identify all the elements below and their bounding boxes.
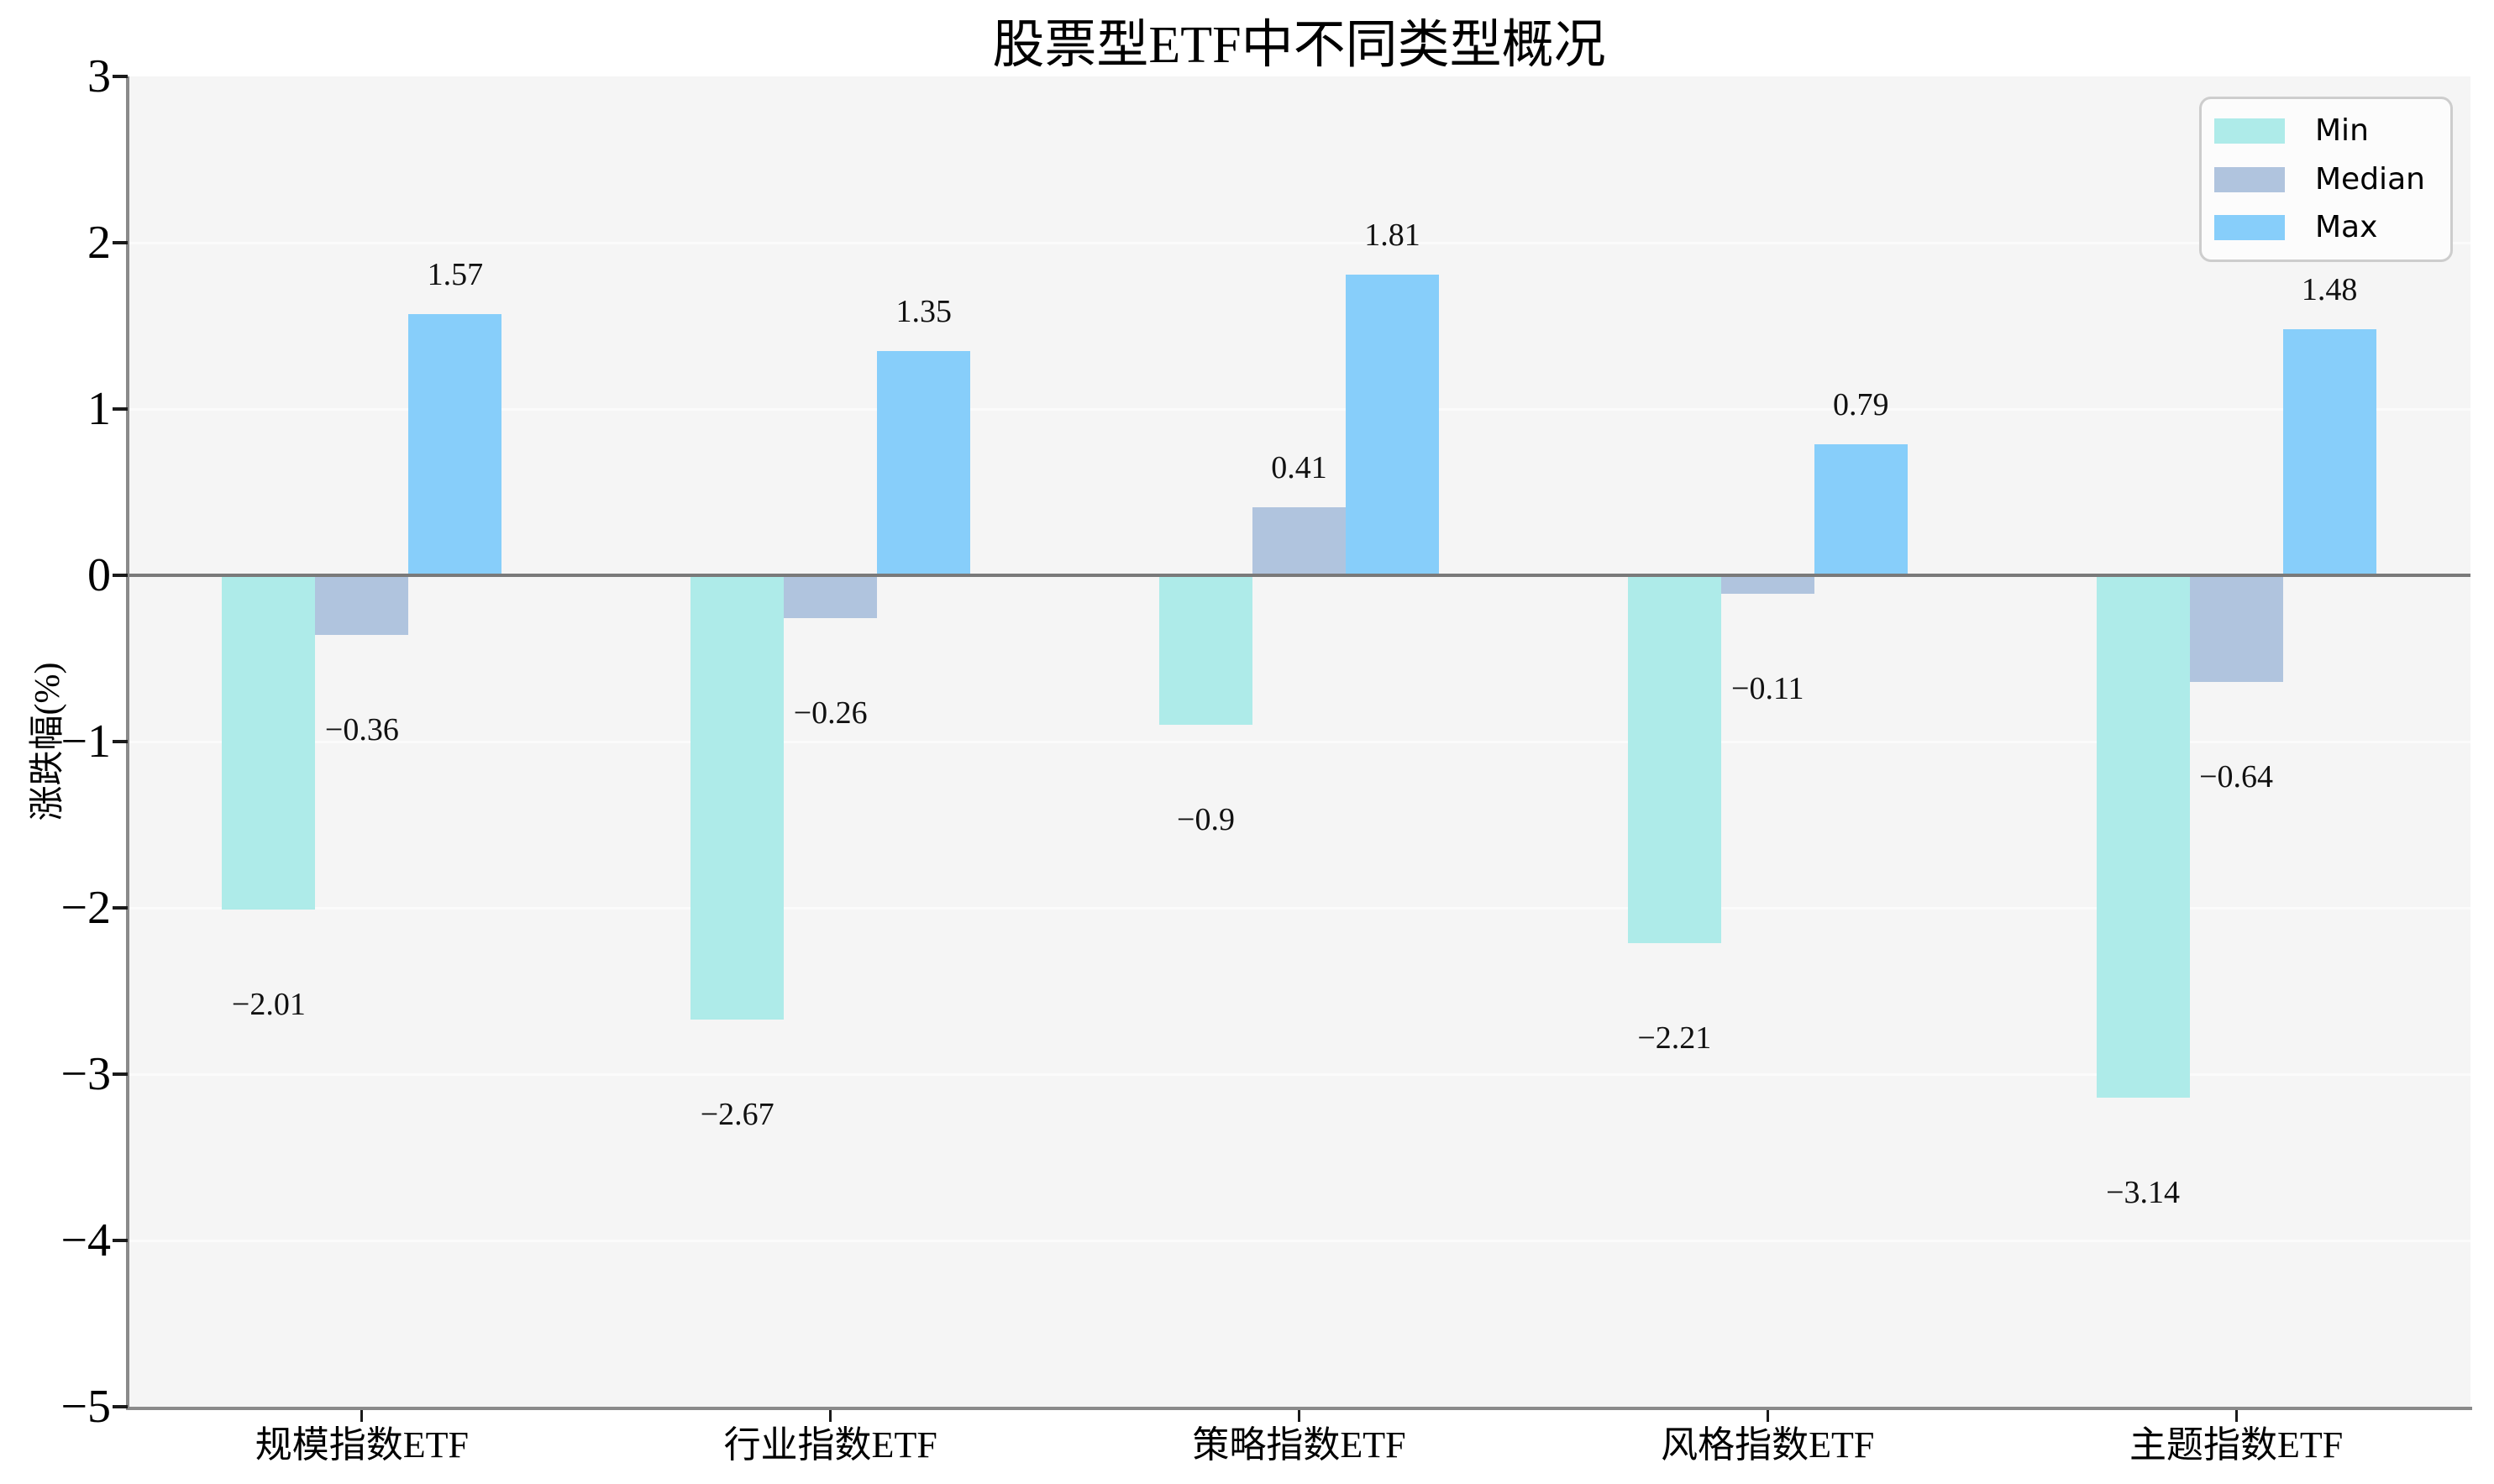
- bar-label-min-1: −2.01: [231, 986, 306, 1022]
- bar-min-2: [690, 575, 785, 1020]
- legend-swatch-max: [2214, 215, 2285, 241]
- legend-item-median: Median: [2202, 161, 2450, 197]
- y-tick-label--4: −4: [60, 1214, 111, 1266]
- y-tick-1: [113, 407, 128, 411]
- bar-max-5: [2282, 328, 2376, 575]
- bar-median-1: [315, 575, 409, 636]
- bar-label-max-5: 1.48: [2301, 271, 2358, 307]
- legend: Min Median Max: [2199, 97, 2453, 262]
- y-tick-0: [113, 574, 128, 577]
- y-tick-label-0: 0: [87, 549, 111, 601]
- y-tick--4: [113, 1239, 128, 1242]
- y-tick-label--1: −1: [60, 716, 111, 768]
- legend-label-max: Max: [2315, 210, 2378, 245]
- x-tick-label-1: 规模指数ETF: [255, 1424, 469, 1466]
- x-tick-2: [829, 1410, 832, 1422]
- legend-swatch-min: [2214, 118, 2285, 144]
- bar-min-4: [1627, 575, 1721, 943]
- bar-label-max-3: 1.81: [1364, 217, 1420, 253]
- bar-median-5: [2189, 575, 2283, 682]
- legend-swatch-median: [2214, 166, 2285, 192]
- gridline--2: [128, 907, 2470, 910]
- bar-label-median-4: −0.11: [1731, 670, 1804, 706]
- y-tick--2: [113, 906, 128, 910]
- bar-max-2: [877, 350, 971, 575]
- y-tick--3: [113, 1072, 128, 1076]
- bar-min-5: [2096, 575, 2190, 1098]
- bar-min-3: [1159, 575, 1252, 726]
- bar-label-min-5: −3.14: [2106, 1174, 2181, 1210]
- y-tick-label-3: 3: [87, 50, 111, 102]
- bar-label-median-5: −0.64: [2199, 758, 2274, 794]
- bar-label-min-2: −2.67: [700, 1096, 774, 1132]
- bar-median-3: [1252, 506, 1346, 575]
- bar-label-median-3: 0.41: [1271, 449, 1327, 485]
- x-tick-1: [360, 1410, 364, 1422]
- y-tick-3: [113, 75, 128, 78]
- bar-label-max-4: 0.79: [1833, 386, 1889, 422]
- y-tick-label--2: −2: [60, 882, 111, 934]
- x-tick-label-3: 策略指数ETF: [1192, 1424, 1406, 1466]
- y-tick-label--5: −5: [60, 1381, 111, 1433]
- bar-label-min-4: −2.21: [1637, 1020, 1712, 1056]
- y-tick--1: [113, 740, 128, 743]
- y-tick-label-1: 1: [87, 383, 111, 435]
- gridline--3: [128, 1073, 2470, 1076]
- x-tick-3: [1298, 1410, 1300, 1422]
- bar-label-max-1: 1.57: [427, 257, 484, 293]
- legend-label-min: Min: [2315, 113, 2369, 148]
- bar-median-4: [1720, 575, 1814, 594]
- chart-title: 股票型ETF中不同类型概况: [992, 17, 1606, 74]
- bar-max-4: [1814, 443, 1908, 575]
- bar-min-1: [222, 575, 316, 910]
- gridline--1: [128, 741, 2470, 743]
- x-tick-label-4: 风格指数ETF: [1661, 1424, 1875, 1466]
- bar-max-3: [1346, 274, 1439, 575]
- x-axis-spine: [126, 1407, 2472, 1410]
- gridline--4: [128, 1240, 2470, 1242]
- x-tick-4: [1766, 1410, 1769, 1422]
- legend-item-max: Max: [2202, 211, 2450, 244]
- y-tick-label--3: −3: [60, 1048, 111, 1100]
- bar-label-median-2: −0.26: [793, 695, 868, 732]
- x-tick-label-2: 行业指数ETF: [723, 1424, 937, 1466]
- zero-line: [128, 574, 2470, 577]
- y-axis-spine: [126, 76, 129, 1410]
- gridline-1: [128, 408, 2470, 411]
- legend-item-min: Min: [2202, 113, 2450, 148]
- bar-max-1: [408, 314, 502, 575]
- bar-label-median-1: −0.36: [324, 712, 399, 748]
- bar-median-2: [784, 575, 878, 619]
- x-tick-5: [2234, 1410, 2238, 1422]
- bar-label-min-3: −0.9: [1177, 802, 1235, 838]
- y-tick--5: [113, 1405, 128, 1408]
- bar-label-max-2: 1.35: [895, 293, 952, 329]
- y-tick-2: [113, 241, 128, 244]
- gridline-2: [128, 242, 2470, 244]
- legend-label-median: Median: [2315, 161, 2425, 197]
- y-tick-label-2: 2: [87, 217, 111, 269]
- x-tick-label-5: 主题指数ETF: [2129, 1424, 2344, 1466]
